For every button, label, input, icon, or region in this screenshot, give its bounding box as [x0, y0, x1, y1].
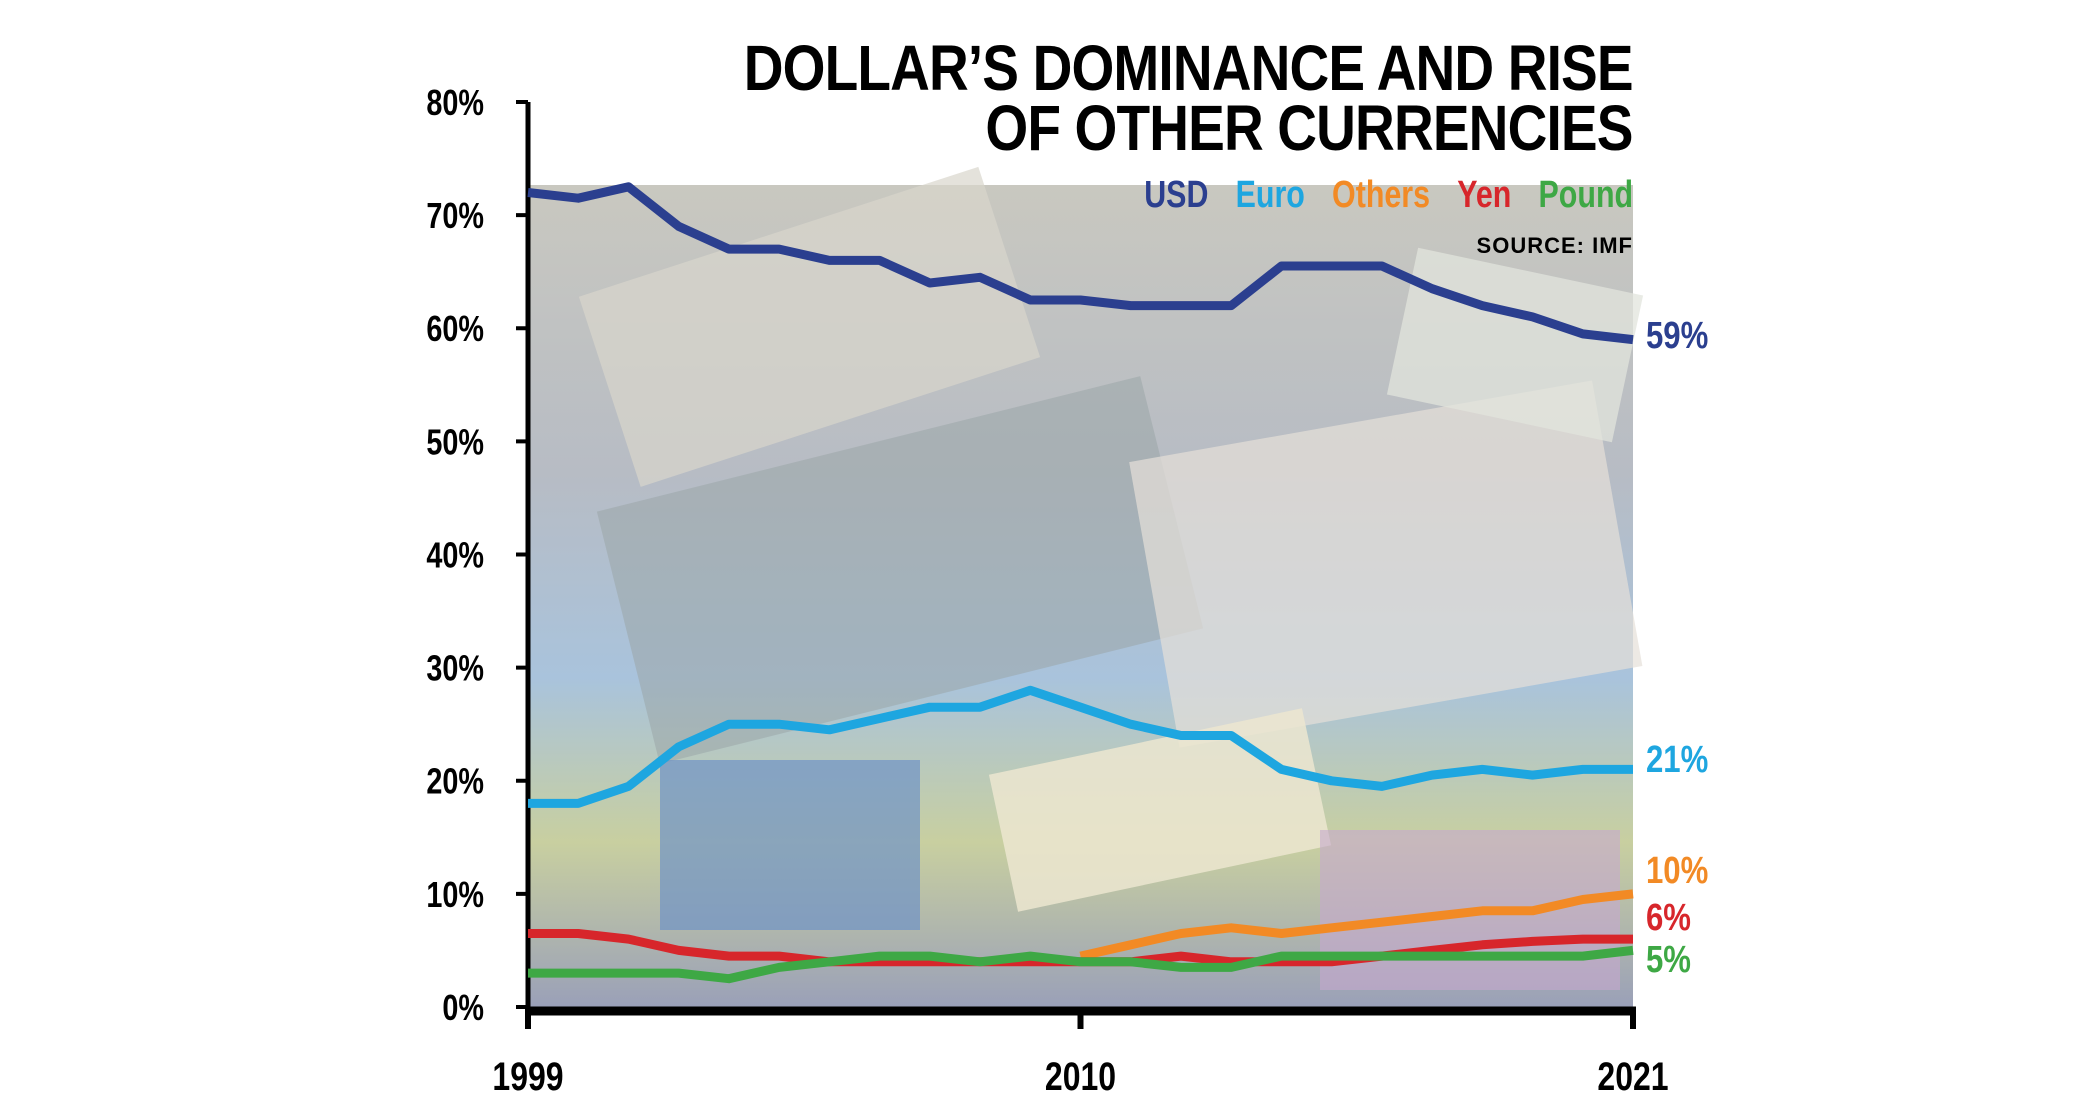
legend-yen: Yen: [1457, 174, 1512, 216]
legend-usd: USD: [1144, 174, 1209, 216]
end-label-yen: 6%: [1646, 897, 1691, 939]
y-tick-label: 50%: [426, 421, 484, 462]
legend-pound: Pound: [1538, 174, 1633, 216]
end-label-others: 10%: [1646, 850, 1708, 892]
y-tick-label: 80%: [426, 82, 484, 123]
x-tick-label: 2010: [1045, 1054, 1116, 1099]
chart-title-line-1: DOLLAR’S DOMINANCE AND RISE: [743, 32, 1634, 104]
y-tick-label: 10%: [426, 874, 484, 915]
series-line-pound: [528, 945, 1634, 984]
x-tick-label: 1999: [492, 1054, 563, 1099]
y-tick-label: 40%: [426, 534, 484, 575]
end-label-usd: 59%: [1646, 315, 1708, 357]
banknote-background-image: [530, 166, 1644, 1007]
series-line-usd: [527, 182, 1634, 345]
y-tick-label: 0%: [442, 987, 484, 1028]
source-note: SOURCE: IMF: [1476, 233, 1633, 258]
chart-title-line-2: OF OTHER CURRENCIES: [985, 92, 1634, 164]
legend-euro: Euro: [1235, 174, 1305, 216]
end-label-euro: 21%: [1646, 739, 1708, 781]
y-tick-label: 20%: [426, 761, 484, 802]
series-line-euro: [528, 685, 1633, 808]
series-line-others: [1079, 889, 1634, 961]
x-tick-label: 2021: [1597, 1054, 1668, 1099]
legend-others: Others: [1331, 174, 1430, 216]
y-tick-label: 70%: [426, 195, 484, 236]
y-tick-label: 60%: [426, 308, 484, 349]
end-label-pound: 5%: [1646, 939, 1691, 981]
legend: USD Euro Others Yen Pound: [1117, 174, 1633, 217]
y-tick-label: 30%: [426, 647, 484, 688]
